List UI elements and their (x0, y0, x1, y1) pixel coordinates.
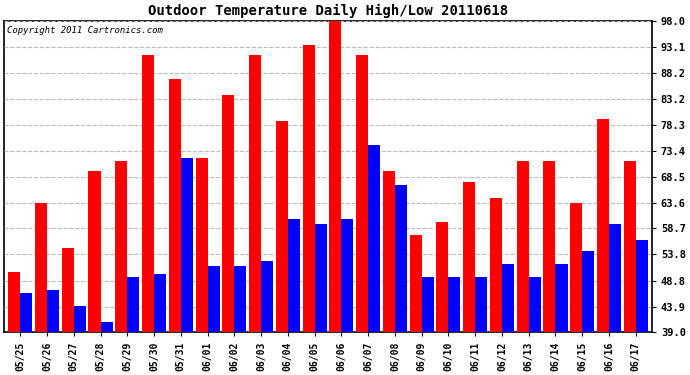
Bar (570, 203, 582, 332)
Bar (410, 235, 422, 332)
Bar (597, 118, 609, 332)
Bar (101, 322, 112, 332)
Bar (249, 55, 261, 332)
Bar (88, 171, 101, 332)
Bar (235, 266, 246, 332)
Bar (383, 171, 395, 332)
Bar (544, 161, 555, 332)
Bar (368, 145, 380, 332)
Bar (463, 182, 475, 332)
Bar (609, 224, 621, 332)
Bar (529, 277, 541, 332)
Bar (502, 264, 514, 332)
Bar (517, 161, 529, 332)
Bar (8, 272, 20, 332)
Bar (342, 219, 353, 332)
Bar (475, 277, 487, 332)
Bar (490, 198, 502, 332)
Bar (208, 266, 219, 332)
Bar (222, 95, 235, 332)
Bar (436, 222, 448, 332)
Bar (302, 45, 315, 332)
Bar (154, 274, 166, 332)
Bar (288, 219, 300, 332)
Bar (422, 277, 434, 332)
Bar (448, 277, 460, 332)
Bar (624, 161, 635, 332)
Bar (555, 264, 567, 332)
Bar (61, 248, 74, 332)
Bar (115, 161, 127, 332)
Bar (356, 55, 368, 332)
Bar (261, 261, 273, 332)
Bar (20, 293, 32, 332)
Bar (635, 240, 648, 332)
Bar (395, 184, 407, 332)
Bar (74, 306, 86, 332)
Text: Copyright 2011 Cartronics.com: Copyright 2011 Cartronics.com (8, 26, 164, 34)
Bar (582, 251, 594, 332)
Bar (47, 290, 59, 332)
Bar (35, 203, 47, 332)
Bar (315, 224, 326, 332)
Bar (169, 79, 181, 332)
Bar (127, 277, 139, 332)
Bar (142, 55, 154, 332)
Bar (329, 16, 342, 332)
Bar (181, 158, 193, 332)
Title: Outdoor Temperature Daily High/Low 20110618: Outdoor Temperature Daily High/Low 20110… (148, 4, 508, 18)
Bar (195, 158, 208, 332)
Bar (276, 121, 288, 332)
